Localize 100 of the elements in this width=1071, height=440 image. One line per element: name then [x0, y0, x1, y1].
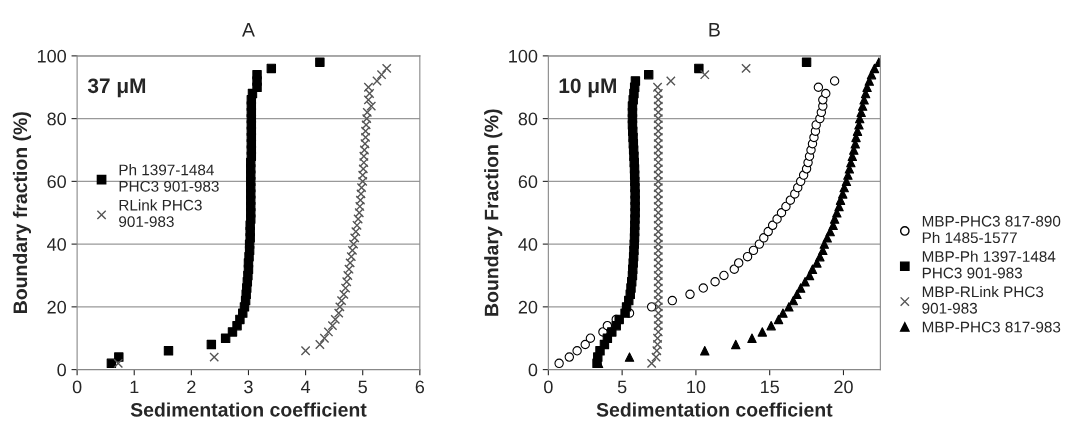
point: [362, 107, 373, 118]
point: [357, 176, 368, 187]
point: [114, 352, 124, 362]
point: [348, 239, 359, 249]
point: [795, 283, 806, 293]
annotation: 10 μM: [559, 78, 616, 98]
x-tick-label: 5: [358, 380, 367, 394]
point: [335, 301, 345, 312]
point: [358, 163, 369, 174]
point: [653, 189, 664, 199]
point: [652, 339, 663, 350]
point: [763, 226, 773, 237]
point: [653, 207, 664, 218]
point: [719, 270, 729, 281]
point: [685, 289, 695, 300]
point: [580, 339, 590, 350]
point: [653, 120, 664, 130]
point: [360, 132, 371, 143]
point: [812, 258, 822, 268]
point: [564, 352, 575, 362]
point: [653, 94, 664, 105]
x-tick-label: 1: [130, 380, 139, 394]
point: [357, 170, 368, 180]
x-tick-label: 6: [415, 380, 425, 394]
point: [733, 258, 744, 268]
point: [381, 63, 392, 74]
point: [653, 126, 664, 137]
point: [741, 63, 751, 74]
chart-title: B: [709, 23, 720, 37]
y-axis-title: Boundary fraction (%): [12, 112, 32, 313]
x-tick-label: 20: [834, 380, 853, 394]
point: [354, 201, 365, 212]
y-tick-label: 80: [47, 112, 66, 126]
x-tick-label: 3: [244, 380, 253, 394]
point: [646, 358, 657, 369]
y-tick-label: 100: [37, 49, 66, 63]
point: [829, 76, 840, 86]
y-tick-label: 60: [518, 175, 538, 189]
point: [356, 189, 366, 199]
point: [572, 346, 582, 356]
point: [355, 195, 366, 206]
point: [784, 302, 794, 312]
point: [653, 157, 664, 168]
point: [742, 251, 753, 262]
x-tick-label: 10: [687, 380, 706, 394]
point: [327, 320, 338, 331]
point: [653, 176, 664, 187]
point: [300, 345, 311, 356]
point: [323, 327, 334, 337]
point: [766, 320, 776, 331]
legend-label: MBP-RLink PHC3 901-983: [922, 286, 1044, 314]
point: [364, 88, 375, 99]
point: [653, 145, 664, 155]
point: [252, 69, 262, 80]
x-tick-label: 0: [72, 380, 82, 394]
point: [624, 352, 635, 362]
point: [801, 57, 812, 67]
point: [346, 251, 357, 262]
point: [376, 69, 387, 80]
point: [653, 170, 664, 180]
point: [363, 82, 374, 93]
point: [653, 276, 664, 287]
x-tick-label: 0: [544, 380, 553, 394]
x-axis-title: Sedimentation coefficient: [130, 402, 367, 417]
point: [359, 145, 370, 155]
point: [266, 63, 277, 74]
point: [607, 327, 617, 337]
x-axis-title: Sedimentation coefficient: [596, 402, 833, 417]
point: [366, 101, 377, 111]
point: [653, 101, 664, 111]
point: [358, 151, 369, 162]
point: [630, 76, 641, 86]
point: [731, 339, 741, 350]
point: [646, 302, 657, 312]
annotation: 37 μM: [87, 78, 146, 98]
point: [652, 333, 663, 344]
point: [653, 132, 664, 143]
point: [358, 157, 369, 168]
point: [821, 88, 831, 99]
point: [653, 314, 664, 325]
point: [813, 82, 824, 92]
point: [336, 295, 347, 306]
y-tick-label: 0: [528, 363, 538, 377]
point: [653, 138, 664, 149]
point: [653, 151, 664, 162]
point: [653, 283, 664, 293]
point: [807, 264, 818, 274]
point: [361, 113, 372, 124]
point: [653, 258, 664, 268]
point: [653, 239, 664, 249]
point: [710, 277, 720, 287]
point: [665, 76, 676, 86]
legend-label: MBP-PHC3 817-890 Ph 1485-1577: [922, 215, 1061, 244]
x-tick-label: 15: [761, 380, 779, 394]
point: [342, 270, 353, 281]
point: [776, 208, 787, 218]
point: [653, 182, 664, 193]
point: [347, 245, 358, 256]
point: [554, 358, 564, 369]
point: [315, 57, 325, 67]
